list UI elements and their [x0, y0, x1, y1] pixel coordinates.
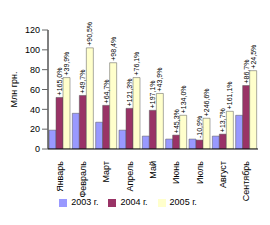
svg-text:+24,5%: +24,5% [250, 45, 257, 69]
svg-text:120: 120 [25, 25, 40, 35]
svg-text:60: 60 [30, 85, 40, 95]
svg-text:+161,1%: +161,1% [226, 81, 233, 109]
svg-text:20: 20 [30, 124, 40, 134]
svg-text:+165,0%: +165,0% [56, 68, 63, 96]
svg-text:+76,1%: +76,1% [133, 52, 140, 76]
html-text:2003 г.: 2003 г. [71, 197, 99, 207]
svg-text:80: 80 [30, 65, 40, 75]
svg-text:+246,6%: +246,6% [203, 88, 210, 116]
svg-text:Млн грн.: Млн грн. [9, 72, 19, 108]
html-text:2005 г.: 2005 г. [169, 197, 197, 207]
svg-text:Январь: Январь [55, 161, 65, 192]
svg-text:0: 0 [35, 144, 40, 154]
svg-text:Июнь: Июнь [171, 161, 181, 184]
svg-text:Март: Март [101, 161, 111, 183]
svg-text:-10,9%: -10,9% [196, 116, 203, 138]
svg-text:+49,7%: +49,7% [79, 70, 86, 94]
svg-text:Апрель: Апрель [125, 161, 135, 192]
svg-text:+90,5%: +90,5% [86, 22, 93, 46]
svg-text:Февраль: Февраль [78, 161, 88, 198]
svg-text:+121,3%: +121,3% [126, 78, 133, 106]
svg-text:+45,3%: +45,3% [173, 109, 180, 133]
svg-text:+86,7%: +86,7% [243, 60, 250, 84]
svg-text:+197,1%: +197,1% [149, 80, 156, 108]
html-text:2004 г.: 2004 г. [120, 197, 148, 207]
svg-text:40: 40 [30, 105, 40, 115]
svg-text:+134,0%: +134,0% [180, 85, 187, 113]
svg-text:Август: Август [218, 161, 228, 188]
svg-text:+64,7%: +64,7% [103, 79, 110, 103]
svg-text:+39,9%: +39,9% [63, 52, 70, 76]
svg-text:+98,4%: +98,4% [110, 37, 117, 61]
svg-text:+13,7%: +13,7% [219, 108, 226, 132]
svg-text:+43,9%: +43,9% [156, 68, 163, 92]
svg-text:100: 100 [25, 45, 40, 55]
svg-text:Сентябрь: Сентябрь [241, 161, 251, 202]
svg-text:Май: Май [148, 161, 158, 179]
svg-text:Июль: Июль [195, 161, 205, 184]
